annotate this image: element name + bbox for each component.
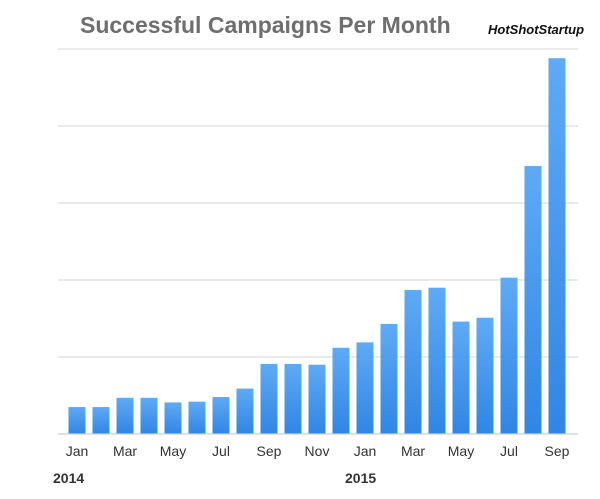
bar xyxy=(380,323,398,434)
x-tick-label: May xyxy=(448,443,474,459)
bar xyxy=(428,287,446,434)
bar xyxy=(332,347,350,434)
x-tick-label: Mar xyxy=(401,443,425,459)
bar xyxy=(140,397,158,434)
year-label: 2015 xyxy=(345,470,376,486)
x-axis-ticks: Jan Mar May Jul Sep Nov Jan Mar May Jul Sep xyxy=(66,443,570,459)
bar xyxy=(308,364,326,434)
year-labels: 2014 2015 xyxy=(53,470,376,486)
bar xyxy=(68,407,86,434)
chart-title: Successful Campaigns Per Month xyxy=(80,12,451,38)
bar xyxy=(476,317,494,434)
x-tick-label: Sep xyxy=(257,443,282,459)
x-tick-label: Jul xyxy=(500,443,518,459)
gridlines xyxy=(58,48,578,358)
bar xyxy=(212,397,230,434)
x-tick-label: May xyxy=(160,443,186,459)
x-tick-label: Mar xyxy=(113,443,137,459)
bar xyxy=(452,321,470,434)
bar xyxy=(548,58,566,435)
bar xyxy=(92,407,110,434)
x-tick-label: Nov xyxy=(305,443,330,459)
bars xyxy=(68,58,566,435)
x-tick-label: Jan xyxy=(354,443,377,459)
x-tick-label: Jul xyxy=(212,443,230,459)
bar xyxy=(236,388,254,434)
x-tick-label: Sep xyxy=(545,443,570,459)
bar xyxy=(404,290,422,434)
bar xyxy=(260,363,278,434)
bar xyxy=(164,402,182,434)
bar xyxy=(116,397,134,434)
brand-label: HotShotStartup xyxy=(488,22,585,37)
bar xyxy=(284,363,302,434)
year-label: 2014 xyxy=(53,470,84,486)
x-tick-label: Jan xyxy=(66,443,89,459)
bar xyxy=(500,277,518,434)
bar xyxy=(356,342,374,434)
bar xyxy=(188,401,206,434)
bar xyxy=(524,166,542,435)
